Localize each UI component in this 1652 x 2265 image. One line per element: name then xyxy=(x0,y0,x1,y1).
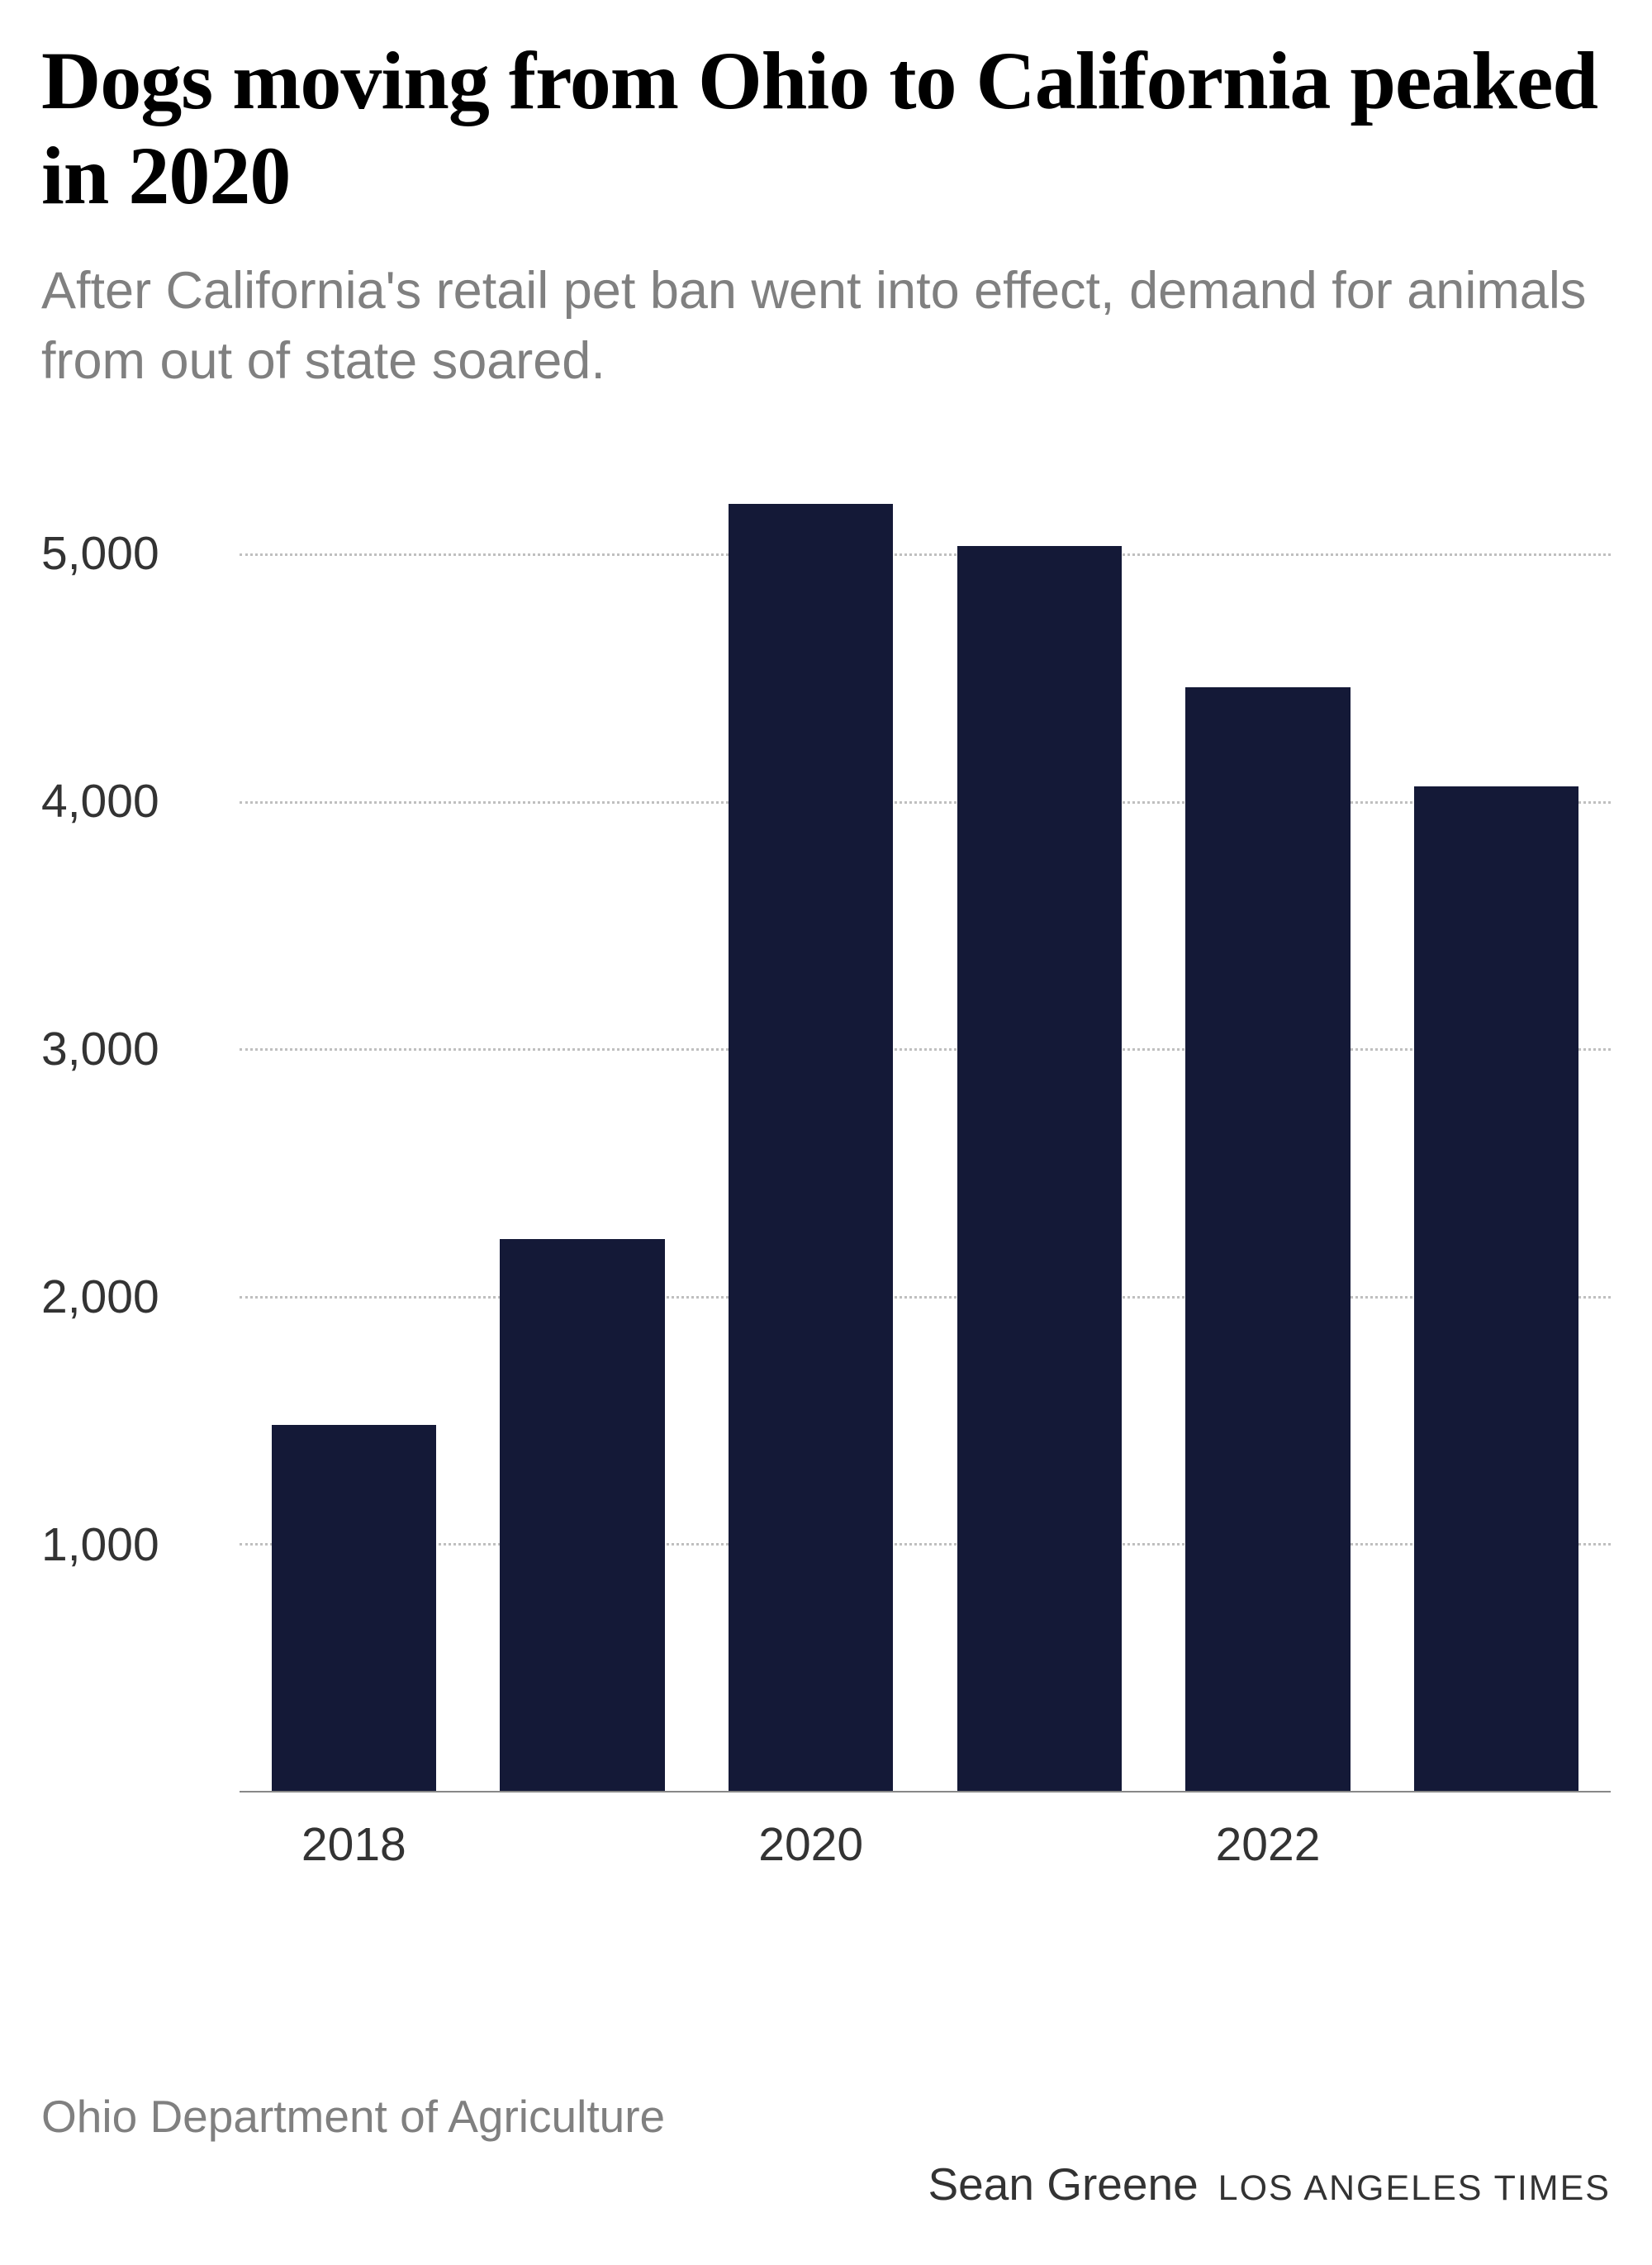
y-tick-label: 3,000 xyxy=(41,1022,159,1076)
bar xyxy=(729,504,893,1791)
bar-slot xyxy=(696,454,925,1791)
bars-group xyxy=(240,454,1611,1791)
x-tick-label: 2018 xyxy=(240,1817,468,1872)
y-tick-label: 1,000 xyxy=(41,1517,159,1572)
x-axis: 2018 2020 2022 xyxy=(240,1817,1611,1872)
plot-area xyxy=(240,454,1611,1793)
source-text: Ohio Department of Agriculture xyxy=(41,2090,1611,2143)
chart-area: 1,0002,0003,0004,0005,000 201820202022 xyxy=(41,454,1611,1793)
x-tick-label xyxy=(468,1817,697,1872)
publisher-text: LOS ANGELES TIMES xyxy=(1218,2168,1611,2208)
chart-title: Dogs moving from Ohio to California peak… xyxy=(41,33,1611,223)
x-tick-label xyxy=(1382,1817,1611,1872)
x-tick-label: 2022 xyxy=(1154,1817,1383,1872)
bar-slot xyxy=(925,454,1154,1791)
chart-footer: Ohio Department of Agriculture Sean Gree… xyxy=(41,2090,1611,2210)
y-tick-label: 4,000 xyxy=(41,774,159,829)
byline-row: Sean Greene LOS ANGELES TIMES xyxy=(41,2158,1611,2210)
chart-container: Dogs moving from Ohio to California peak… xyxy=(0,0,1652,2265)
bar-slot xyxy=(468,454,697,1791)
bar xyxy=(1185,687,1350,1791)
bar-slot xyxy=(1382,454,1611,1791)
x-tick-label xyxy=(925,1817,1154,1872)
bar xyxy=(1414,786,1578,1791)
bar xyxy=(957,546,1122,1791)
bar-slot xyxy=(1154,454,1383,1791)
chart-subtitle: After California's retail pet ban went i… xyxy=(41,256,1611,396)
x-tick-label: 2020 xyxy=(696,1817,925,1872)
y-tick-label: 2,000 xyxy=(41,1270,159,1324)
bar xyxy=(272,1425,436,1791)
byline-text: Sean Greene xyxy=(928,2158,1198,2210)
bar xyxy=(500,1239,664,1791)
y-tick-label: 5,000 xyxy=(41,526,159,581)
bar-slot xyxy=(240,454,468,1791)
